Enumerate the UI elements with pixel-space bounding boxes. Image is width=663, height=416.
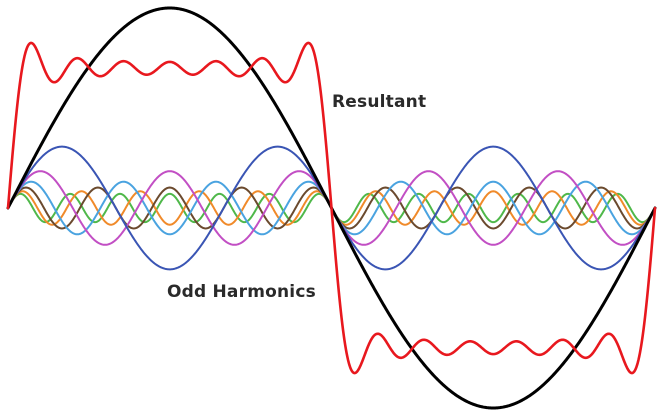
resultant-label: Resultant xyxy=(332,92,427,112)
resultant-wave xyxy=(6,41,657,375)
odd-harmonics-label: Odd Harmonics xyxy=(167,282,316,302)
